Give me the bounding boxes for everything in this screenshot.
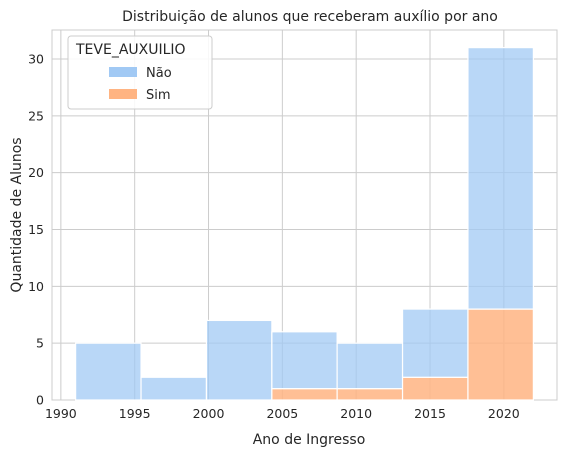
legend-swatch-nao [109,67,137,77]
y-tick-label: 15 [28,222,44,237]
chart-title: Distribuição de alunos que receberam aux… [122,9,498,25]
bar-sim [272,389,337,400]
x-tick-label: 2020 [488,406,520,421]
y-axis-ticks: 0 5 10 15 20 25 30 [28,51,44,407]
y-axis-label: Quantidade de Alunos [9,137,25,292]
legend-label-sim: Sim [146,88,171,103]
x-axis-label: Ano de Ingresso [253,432,366,448]
legend-label-nao: Não [146,66,172,81]
x-tick-label: 2015 [414,406,446,421]
x-axis-ticks: 1990 1995 2000 2005 2010 2015 2020 [45,406,520,421]
x-tick-label: 2005 [266,406,298,421]
legend-swatch-sim [109,89,137,99]
y-tick-label: 25 [28,108,44,123]
bar-nao [76,343,141,400]
y-tick-label: 0 [36,393,44,408]
y-tick-label: 10 [28,279,44,294]
legend-title: TEVE_AUXUILIO [75,42,186,58]
bar-nao [468,48,533,309]
y-tick-label: 20 [28,165,44,180]
x-tick-label: 1995 [119,406,151,421]
bar-nao [403,309,468,377]
bar-nao [206,320,271,400]
bar-nao [272,332,337,389]
x-tick-label: 2000 [193,406,225,421]
y-tick-label: 30 [28,51,44,66]
bar-nao [337,343,402,388]
bar-sim [337,389,402,400]
bar-nao [141,377,206,400]
legend: TEVE_AUXUILIO Não Sim [68,36,212,109]
x-tick-label: 1990 [45,406,77,421]
y-tick-label: 5 [36,336,44,351]
bar-sim [403,377,468,400]
bar-sim [468,309,533,400]
x-tick-label: 2010 [340,406,372,421]
